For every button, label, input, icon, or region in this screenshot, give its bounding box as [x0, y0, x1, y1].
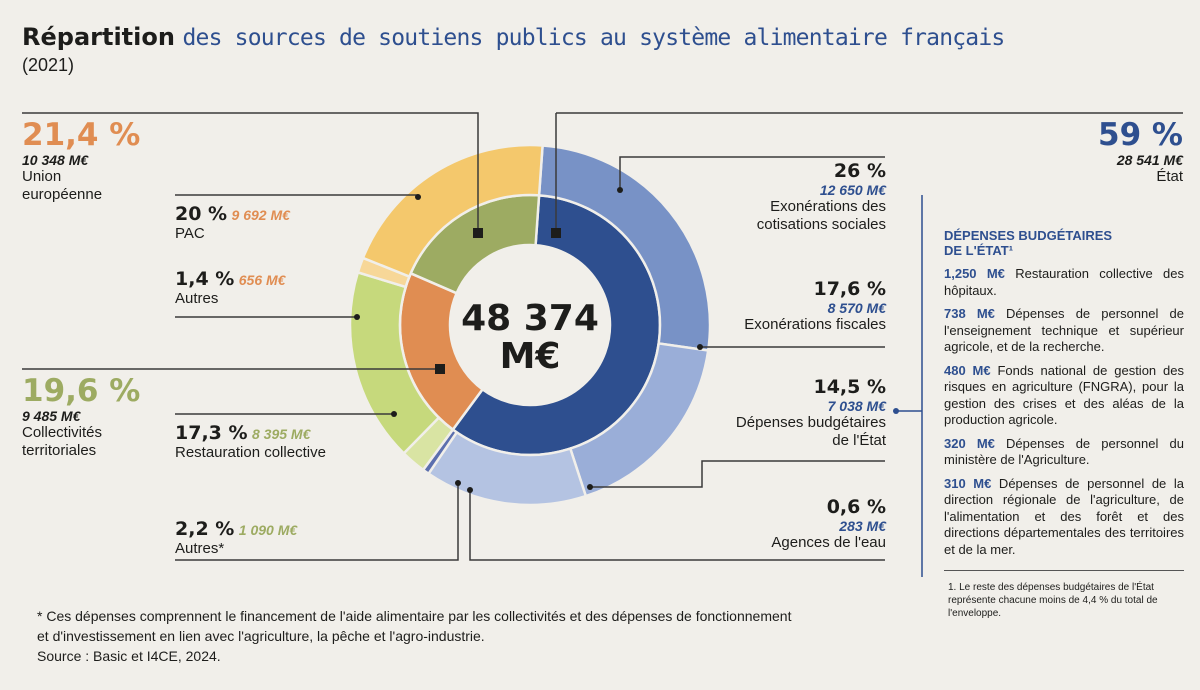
- side-item-amount: 480 M€: [944, 362, 991, 378]
- side-item-text: Fonds national de gestion des risques en…: [944, 362, 1184, 428]
- label-exo-soc-money: 12 650 M€: [819, 182, 886, 198]
- footnote-line-2: et d'investissement en lien avec l'agric…: [37, 628, 485, 644]
- label-exo-fisc-money: 8 570 M€: [827, 300, 886, 316]
- group-ct-label-2: territoriales: [22, 442, 97, 459]
- group-etat: 59 % 28 541 M€ État: [1000, 118, 1183, 186]
- group-ue-percent: 21,4 %: [22, 117, 141, 153]
- label-resto-text: Restauration collective: [175, 444, 326, 461]
- side-item-text: Restauration collective des hôpitaux.: [944, 266, 1184, 298]
- leader-marker-dot: [697, 344, 703, 350]
- leader-marker-dot: [354, 314, 360, 320]
- label-pac: 20 % 9 692 M€ PAC: [175, 203, 290, 243]
- label-exo-fisc-text: Exonérations fiscales: [744, 316, 886, 333]
- label-eau: 0,6 % 283 M€ Agences de l'eau: [686, 496, 886, 552]
- leader-marker-dot: [893, 408, 899, 414]
- leader-marker-square: [435, 364, 445, 374]
- label-eau-text: Agences de l'eau: [771, 534, 886, 551]
- leader-marker-dot: [617, 187, 623, 193]
- chart-title: Répartition des sources de soutiens publ…: [22, 20, 1005, 54]
- label-exo-soc-text-1: Exonérations des: [770, 198, 886, 215]
- center-total-value: 48 374: [461, 298, 599, 339]
- group-etat-money: 28 541 M€: [1116, 152, 1183, 168]
- side-item: 320 M€ Dépenses de personnel du ministèr…: [944, 436, 1184, 469]
- side-item-text: Dépenses de personnel du ministère de l'…: [944, 435, 1184, 468]
- leader-line: [175, 483, 459, 561]
- side-item: 1,250 M€ Restauration collective des hôp…: [944, 266, 1184, 299]
- label-exo-fisc: 17,6 % 8 570 M€ Exonérations fiscales: [686, 278, 886, 334]
- leader-marker-square: [473, 228, 483, 238]
- label-budget: 14,5 % 7 038 M€ Dépenses budgétaires de …: [686, 376, 886, 450]
- side-item-text: Dépenses de personnel de l'enseignement …: [944, 306, 1184, 354]
- label-ue-autres-text: Autres: [175, 290, 219, 307]
- label-ue-autres-money: 656 M€: [238, 272, 286, 288]
- group-ct-money: 9 485 M€: [22, 408, 81, 424]
- label-pac-text: PAC: [175, 225, 205, 242]
- footnote-line-1: * Ces dépenses comprennent le financemen…: [37, 608, 792, 624]
- leader-marker-dot: [415, 194, 421, 200]
- center-total: 48 374 M€: [440, 300, 620, 376]
- label-resto-money: 8 395 M€: [251, 426, 311, 442]
- title-bold: Répartition: [22, 23, 175, 51]
- label-budget-text-1: Dépenses budgétaires: [735, 414, 886, 431]
- leader-marker-square: [551, 228, 561, 238]
- group-ct: 19,6 % 9 485 M€ Collectivités territoria…: [22, 374, 140, 460]
- title-rest: des sources de soutiens publics au systè…: [182, 25, 1005, 51]
- side-panel-heading-1: DÉPENSES BUDGÉTAIRES: [944, 228, 1113, 243]
- group-ue-money: 10 348 M€: [22, 152, 89, 168]
- label-ct-autres-percent: 2,2 %: [175, 518, 235, 540]
- side-panel-budget-details: DÉPENSES BUDGÉTAIRES DE L'ÉTAT¹ 1,250 M€…: [944, 228, 1184, 620]
- side-item-amount: 310 M€: [944, 475, 992, 491]
- side-item: 310 M€ Dépenses de personnel de la direc…: [944, 476, 1184, 559]
- label-ue-autres-percent: 1,4 %: [175, 268, 235, 290]
- side-item-amount: 1,250 M€: [944, 266, 1005, 281]
- label-ct-autres-text: Autres*: [175, 540, 225, 557]
- label-eau-money: 283 M€: [839, 518, 886, 534]
- side-panel-heading-2: DE L'ÉTAT¹: [944, 243, 1014, 258]
- label-ue-autres: 1,4 % 656 M€ Autres: [175, 268, 285, 308]
- leader-marker-dot: [587, 484, 593, 490]
- group-ct-label-1: Collectivités: [22, 424, 103, 441]
- label-exo-fisc-percent: 17,6 %: [813, 278, 886, 300]
- leader-marker-dot: [467, 487, 473, 493]
- group-ue: 21,4 % 10 348 M€ Union européenne: [22, 118, 140, 204]
- label-ct-autres-money: 1 090 M€: [238, 522, 298, 538]
- side-item: 738 M€ Dépenses de personnel de l'enseig…: [944, 306, 1184, 356]
- leader-line: [469, 490, 885, 561]
- label-exo-soc-percent: 26 %: [833, 160, 886, 182]
- outer-slice-7: [361, 143, 544, 279]
- footnote-source: Source : Basic et I4CE, 2024.: [37, 648, 221, 664]
- leader-line: [590, 460, 885, 488]
- group-etat-percent: 59 %: [1098, 117, 1183, 153]
- leader-line: [619, 156, 885, 190]
- group-ue-label-1: Union: [22, 168, 62, 185]
- label-exo-soc-text-2: cotisations sociales: [756, 216, 886, 233]
- leader-marker-dot: [391, 411, 397, 417]
- label-resto-percent: 17,3 %: [175, 422, 248, 444]
- side-item: 480 M€ Fonds national de gestion des ris…: [944, 363, 1184, 429]
- group-etat-label: État: [1156, 168, 1183, 185]
- label-budget-text-2: de l'État: [832, 432, 886, 449]
- chart-year: (2021): [22, 55, 75, 75]
- side-panel-footnote: 1. Le reste des dépenses budgétaires de …: [944, 570, 1184, 620]
- label-ct-autres: 2,2 % 1 090 M€ Autres*: [175, 518, 297, 558]
- label-exo-soc: 26 % 12 650 M€ Exonérations des cotisati…: [686, 160, 886, 234]
- group-ct-percent: 19,6 %: [22, 373, 141, 409]
- group-ue-label-2: européenne: [22, 186, 103, 203]
- label-pac-money: 9 692 M€: [231, 207, 290, 223]
- label-budget-money: 7 038 M€: [827, 398, 886, 414]
- label-pac-percent: 20 %: [175, 203, 228, 225]
- side-item-text: Dépenses de personnel de la direction ré…: [944, 475, 1184, 557]
- label-eau-percent: 0,6 %: [826, 496, 886, 518]
- side-item-amount: 320 M€: [944, 435, 995, 451]
- leader-line: [22, 112, 479, 233]
- leader-marker-dot: [455, 480, 461, 486]
- label-budget-percent: 14,5 %: [813, 376, 886, 398]
- footnote: * Ces dépenses comprennent le financemen…: [37, 606, 917, 666]
- side-item-amount: 738 M€: [944, 306, 995, 321]
- center-total-unit: M€: [499, 336, 561, 377]
- side-panel-heading: DÉPENSES BUDGÉTAIRES DE L'ÉTAT¹: [944, 228, 1184, 258]
- label-resto: 17,3 % 8 395 M€ Restauration collective: [175, 422, 326, 462]
